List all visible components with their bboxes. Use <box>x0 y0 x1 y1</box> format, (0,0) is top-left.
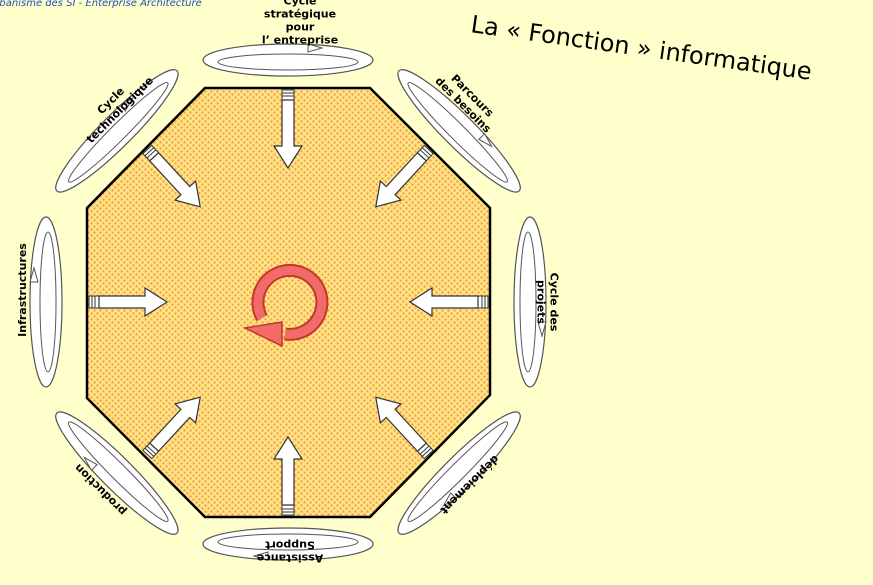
cycle-label: Infrastructures <box>16 243 29 337</box>
inward-arrow <box>272 435 304 516</box>
cycle-loop <box>55 411 179 535</box>
loops <box>29 43 547 561</box>
arrow-base-rung <box>419 445 430 455</box>
loop-arrowhead <box>537 321 547 338</box>
subtitle: Urbanisme des SI - Enterprise Architectu… <box>0 0 202 9</box>
cycle-label-line: Assistance <box>257 552 323 565</box>
arrow-base-rung <box>144 147 155 157</box>
cycle-label-line: Support <box>265 539 315 552</box>
loop-arrowhead <box>29 266 39 283</box>
loop-inner <box>67 421 169 523</box>
cycle-loop <box>397 411 521 535</box>
loop-arrowhead <box>83 456 98 472</box>
loop-arrowhead <box>478 132 493 148</box>
arrow-body <box>98 286 169 318</box>
inward-arrow <box>142 144 201 208</box>
arrows <box>88 89 489 516</box>
arrow-body <box>375 151 428 208</box>
inward-arrow <box>88 286 169 318</box>
inward-arrow <box>408 286 489 318</box>
loop-arrowhead <box>307 43 324 53</box>
cycle-label-line: Infrastructures <box>16 243 29 337</box>
inward-arrow <box>375 144 434 208</box>
loop-arrowhead <box>442 492 458 507</box>
loop-inner <box>39 231 57 373</box>
loop-arrowhead <box>118 97 134 112</box>
inward-arrow <box>375 396 434 460</box>
arrow-base <box>88 295 100 309</box>
arrow-body <box>272 435 304 506</box>
center-cycle <box>242 263 329 348</box>
arrow-base <box>477 295 489 309</box>
arrow-base-rung <box>421 447 432 457</box>
cycle-loop <box>397 69 521 193</box>
loop-inner <box>407 81 509 183</box>
cycle-label-line: stratégique <box>264 8 336 21</box>
arrow-body <box>148 396 201 453</box>
arrow-body <box>375 396 428 453</box>
loop-arrowhead <box>252 551 269 561</box>
cycle-label-line: Cycle des <box>548 273 561 332</box>
arrow-base-rung <box>144 447 155 457</box>
cycle-label-line: projets <box>535 280 548 324</box>
loop-inner <box>519 231 537 373</box>
arrow-body <box>272 99 304 170</box>
arrow-base <box>281 89 295 101</box>
cycle-loop <box>513 216 547 388</box>
cycle-label-line: l’ entreprise <box>262 34 338 47</box>
cycle-loop <box>202 43 374 77</box>
loop-inner <box>217 53 359 71</box>
loop-inner <box>217 533 359 551</box>
loop-inner <box>67 81 169 183</box>
cycle-loop <box>29 216 63 388</box>
cycle-loop <box>55 69 179 193</box>
arrow-body <box>408 286 479 318</box>
cycle-label-line: pour <box>286 21 315 34</box>
arrow-body <box>148 151 201 208</box>
inward-arrow <box>272 89 304 170</box>
arrow-base <box>281 504 295 516</box>
arrow-base-rung <box>419 149 430 159</box>
loop-inner <box>407 421 509 523</box>
arrow-base-rung <box>146 445 157 455</box>
arrow-base-rung <box>146 149 157 159</box>
arrow-base-rung <box>421 147 432 157</box>
inward-arrow <box>142 396 201 460</box>
cycle-label-line: Cycle <box>284 0 317 8</box>
cycle-loop <box>202 527 374 561</box>
